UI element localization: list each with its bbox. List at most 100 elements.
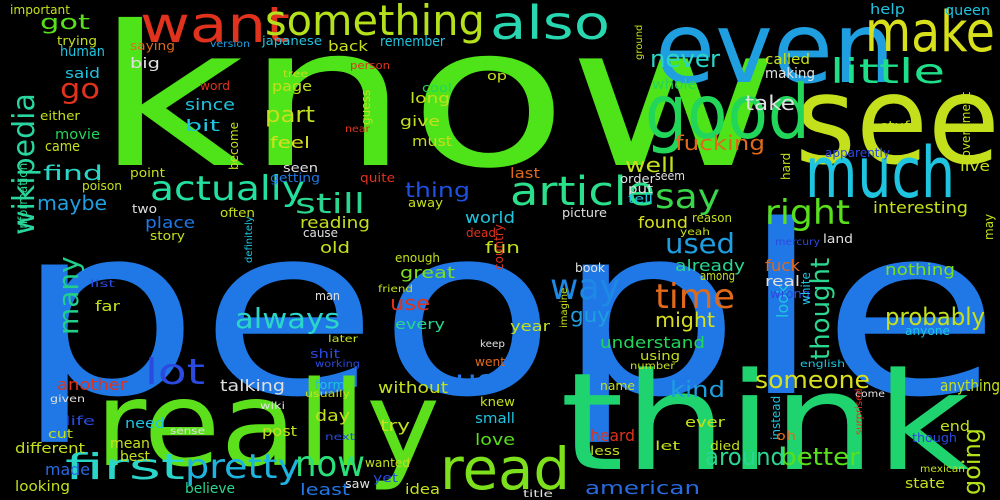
word-reading: reading [300, 213, 371, 232]
word-part: part [265, 103, 315, 128]
word-near: near [345, 124, 371, 135]
word-friend: friend [378, 284, 414, 295]
word-among: among [700, 269, 735, 283]
word-old: old [320, 238, 351, 257]
word-may: may [982, 213, 996, 240]
word-come: come [855, 389, 885, 400]
word-order: order [620, 172, 656, 186]
word-put: put [628, 182, 654, 196]
word-maybe: maybe [37, 191, 108, 215]
word-hard: hard [779, 152, 793, 180]
word-wrong: wrong [770, 287, 810, 301]
word-dead: dead [466, 226, 497, 240]
word-article: article [510, 169, 656, 215]
word-usually: usually [305, 389, 351, 400]
word-later: later [328, 334, 358, 345]
word-really: really [95, 355, 441, 493]
word-end: end [940, 419, 970, 435]
word-poison: poison [82, 179, 123, 193]
word-way: way [550, 267, 620, 308]
word-yeah: yeah [680, 227, 710, 238]
word-back: back [328, 39, 369, 55]
word-well: well [625, 153, 676, 177]
word-guy: guy [570, 303, 611, 327]
word-shit: shit [310, 347, 340, 361]
word-see: see [795, 50, 1000, 192]
word-list: list [90, 279, 115, 290]
word-still: still [295, 187, 365, 220]
word-remember: remember [380, 34, 446, 50]
word-many: many [52, 256, 85, 335]
word-queen: queen [945, 3, 990, 19]
word-find: find [43, 161, 103, 185]
word-different: different [15, 441, 85, 457]
word-important: important [10, 3, 71, 17]
word-try: try [380, 416, 411, 435]
word-died: died [710, 439, 741, 453]
word-mercury: mercury [775, 237, 820, 248]
word-last: last [510, 166, 540, 182]
word-point: point [130, 166, 165, 180]
word-person: person [350, 59, 390, 72]
word-said: said [65, 66, 100, 82]
word-real: real [765, 274, 800, 290]
word-movie: movie [55, 127, 101, 143]
word-next: next [325, 432, 355, 443]
word-right: right [765, 193, 851, 233]
word-far: far [95, 299, 121, 315]
word-around: around [705, 443, 786, 471]
word-also: also [490, 0, 610, 50]
word-without: without [378, 378, 449, 397]
word-given: given [50, 394, 86, 405]
word-take: take [745, 91, 795, 115]
word-sense: sense [170, 426, 205, 437]
word-information: information [16, 162, 30, 232]
word-saw: saw [345, 477, 370, 491]
word-form: form [315, 378, 345, 392]
word-oh: oh [776, 429, 797, 443]
word-kind: kind [670, 378, 725, 403]
word-first: first [65, 447, 186, 488]
word-away: away [408, 196, 444, 210]
word-anyone: anyone [905, 324, 951, 338]
word-seen: seen [283, 161, 319, 175]
word-trying: trying [57, 34, 97, 48]
word-using: using [640, 349, 681, 363]
word-little: little [830, 52, 946, 92]
word-enough: enough [395, 251, 440, 265]
word-looking: looking [15, 479, 70, 495]
word-become: become [227, 121, 241, 170]
word-year: year [510, 319, 551, 335]
word-surprised: surprised [854, 388, 865, 435]
word-either: either [40, 109, 81, 123]
word-tell: tell [628, 192, 653, 206]
word-already: already [675, 256, 746, 275]
word-apparently: apparently [825, 146, 891, 160]
word-lot: lot [145, 352, 206, 393]
word-say: say [655, 177, 721, 217]
word-heard: heard [590, 426, 636, 445]
word-wiki: wiki [260, 401, 285, 412]
word-life: life [65, 414, 95, 428]
word-tree: tree [283, 69, 308, 80]
word-definitely: definitely [244, 216, 255, 263]
word-state: state [905, 476, 946, 492]
word-less: less [590, 444, 620, 458]
word-getting: getting [270, 171, 321, 185]
word-making: making [765, 66, 816, 82]
word-thing: thing [405, 178, 470, 202]
word-sure: sure [155, 309, 180, 357]
word-name: name [600, 379, 635, 393]
word-least: least [300, 480, 351, 499]
word-interesting: interesting [873, 198, 968, 217]
word-fuck: fuck [765, 256, 800, 275]
word-stuff: stuff [880, 119, 916, 133]
word-word: word [200, 79, 231, 93]
word-going: going [958, 427, 986, 495]
word-talking: talking [220, 376, 286, 395]
word-used: used [665, 227, 735, 260]
word-someone: someone [755, 366, 870, 394]
word-wanted: wanted [365, 456, 411, 470]
word-let: let [655, 439, 680, 453]
